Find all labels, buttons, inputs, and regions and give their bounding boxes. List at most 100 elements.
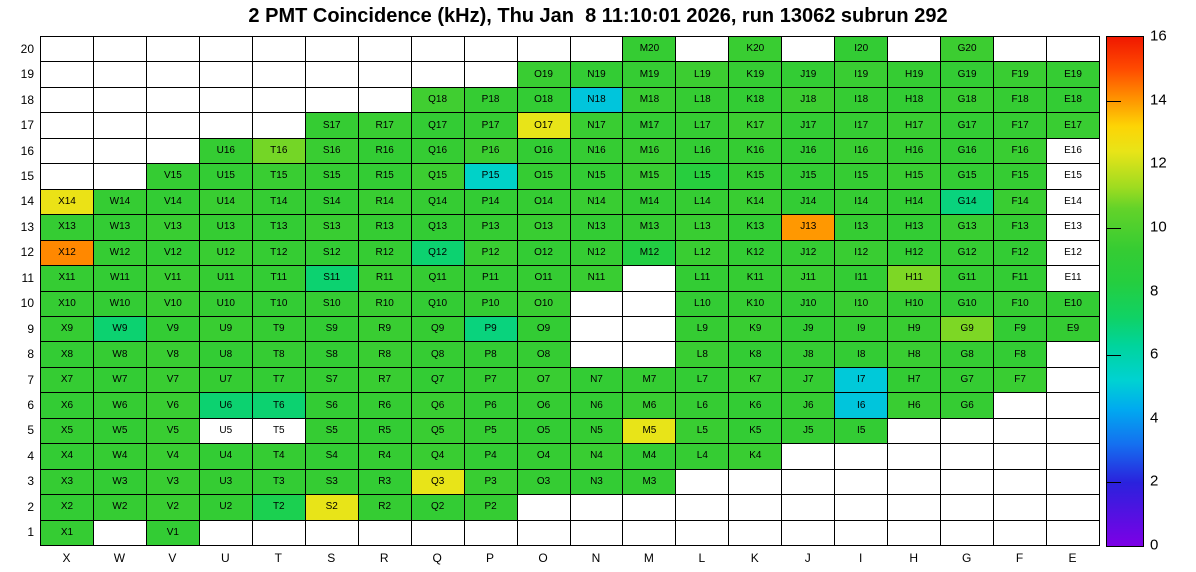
cell-label: P17 — [481, 119, 500, 131]
heatmap-cell — [994, 468, 1048, 495]
cell-label: Q9 — [430, 323, 445, 335]
heatmap-cell: I11 — [835, 265, 889, 291]
heatmap-cell — [941, 443, 995, 469]
cell-label: X2 — [60, 501, 74, 513]
heatmap-cell: W13 — [93, 214, 147, 240]
heatmap-cell: W9 — [93, 315, 147, 342]
heatmap-cell: X10 — [41, 290, 94, 316]
cell-label: O13 — [534, 221, 553, 233]
heatmap-cell: S10 — [305, 290, 359, 316]
heatmap-cell: M14 — [623, 188, 677, 215]
heatmap-cell — [888, 519, 942, 545]
heatmap-cell: S7 — [305, 366, 359, 393]
cell-label: K8 — [749, 348, 762, 360]
heatmap-cell: J12 — [782, 239, 836, 266]
colorbar-tick-label: 16 — [1150, 27, 1167, 45]
cell-label: T10 — [270, 297, 288, 309]
cell-label: S3 — [325, 475, 338, 487]
heatmap-cell: K5 — [729, 417, 783, 444]
heatmap-cell: W5 — [93, 417, 147, 444]
heatmap-cell: O9 — [517, 315, 571, 342]
heatmap-cell — [1047, 392, 1100, 418]
heatmap-cell: T3 — [252, 468, 306, 495]
heatmap-cell: T9 — [252, 315, 306, 342]
cell-label: M13 — [639, 221, 660, 233]
heatmap-cell — [676, 468, 730, 495]
cell-label: W4 — [112, 450, 128, 462]
heatmap-cell: O7 — [517, 366, 571, 393]
cell-label: R3 — [378, 475, 392, 487]
cell-label: W9 — [112, 323, 128, 335]
heatmap-cell: X3 — [41, 468, 94, 495]
cell-label: H13 — [904, 221, 924, 233]
heatmap-cell: T10 — [252, 290, 306, 316]
cell-label: N19 — [587, 68, 606, 80]
heatmap-cell: K13 — [729, 214, 783, 240]
heatmap-cell: L17 — [676, 112, 730, 138]
heatmap-cell: H15 — [888, 163, 942, 189]
heatmap-cell — [676, 519, 730, 545]
cell-label: P4 — [484, 450, 497, 462]
heatmap-cell — [782, 443, 836, 469]
cell-label: L9 — [696, 323, 708, 335]
cell-label: N15 — [587, 170, 606, 182]
cell-label: S13 — [322, 221, 341, 233]
heatmap-cell: P16 — [464, 137, 518, 164]
cell-label: H15 — [904, 170, 924, 182]
cell-label: R7 — [378, 374, 392, 386]
heatmap-cell: E9 — [1047, 315, 1100, 342]
cell-label: S8 — [325, 348, 338, 360]
heatmap-cell: O17 — [517, 112, 571, 138]
cell-label: M18 — [639, 94, 660, 106]
cell-label: N12 — [587, 246, 606, 258]
cell-label: I19 — [854, 68, 869, 80]
cell-label: J9 — [802, 323, 814, 335]
heatmap-cell: J7 — [782, 366, 836, 393]
heatmap-cell: S16 — [305, 137, 359, 164]
heatmap-cell: W11 — [93, 265, 147, 291]
cell-label: F8 — [1014, 348, 1026, 360]
cell-label: I15 — [854, 170, 869, 182]
cell-label: H8 — [907, 348, 921, 360]
heatmap-cell: U4 — [199, 443, 253, 469]
heatmap-cell: T8 — [252, 341, 306, 367]
cell-label: M16 — [639, 145, 660, 157]
heatmap-cell — [729, 519, 783, 545]
cell-label: V12 — [163, 246, 182, 258]
heatmap-cell: L4 — [676, 443, 730, 469]
heatmap-cell: P8 — [464, 341, 518, 367]
cell-label: J12 — [800, 246, 817, 258]
cell-label: V4 — [166, 450, 179, 462]
x-axis-label: X — [62, 551, 71, 565]
heatmap-cell: M4 — [623, 443, 677, 469]
heatmap-cell: K4 — [729, 443, 783, 469]
cell-label: W10 — [109, 297, 131, 309]
heatmap-cell: S11 — [305, 265, 359, 291]
heatmap-cell: K10 — [729, 290, 783, 316]
cell-label: J17 — [800, 119, 817, 131]
cell-label: U12 — [216, 246, 235, 258]
cell-label: H6 — [907, 399, 921, 411]
heatmap-cell: H10 — [888, 290, 942, 316]
heatmap-cell: P14 — [464, 188, 518, 215]
heatmap-cell: I15 — [835, 163, 889, 189]
heatmap-cell: U6 — [199, 392, 253, 418]
cell-label: U11 — [217, 272, 235, 284]
cell-label: O9 — [536, 323, 551, 335]
cell-label: K9 — [749, 323, 762, 335]
cell-label: G19 — [957, 68, 977, 80]
colorbar — [1106, 36, 1144, 547]
heatmap-cell — [729, 468, 783, 495]
heatmap-cell: V9 — [146, 315, 200, 342]
heatmap-cell: G14 — [941, 188, 995, 215]
cell-label: Q15 — [428, 170, 448, 182]
page-title: 2 PMT Coincidence (kHz), Thu Jan 8 11:10… — [248, 5, 948, 27]
heatmap-cell: I14 — [835, 188, 889, 215]
cell-label: R9 — [378, 323, 392, 335]
heatmap-cell: Q13 — [411, 214, 465, 240]
cell-label: J5 — [802, 424, 814, 436]
heatmap-cell: O5 — [517, 417, 571, 444]
cell-label: W5 — [112, 424, 128, 436]
heatmap-cell: K18 — [729, 86, 783, 113]
heatmap-cell: L15 — [676, 163, 730, 189]
